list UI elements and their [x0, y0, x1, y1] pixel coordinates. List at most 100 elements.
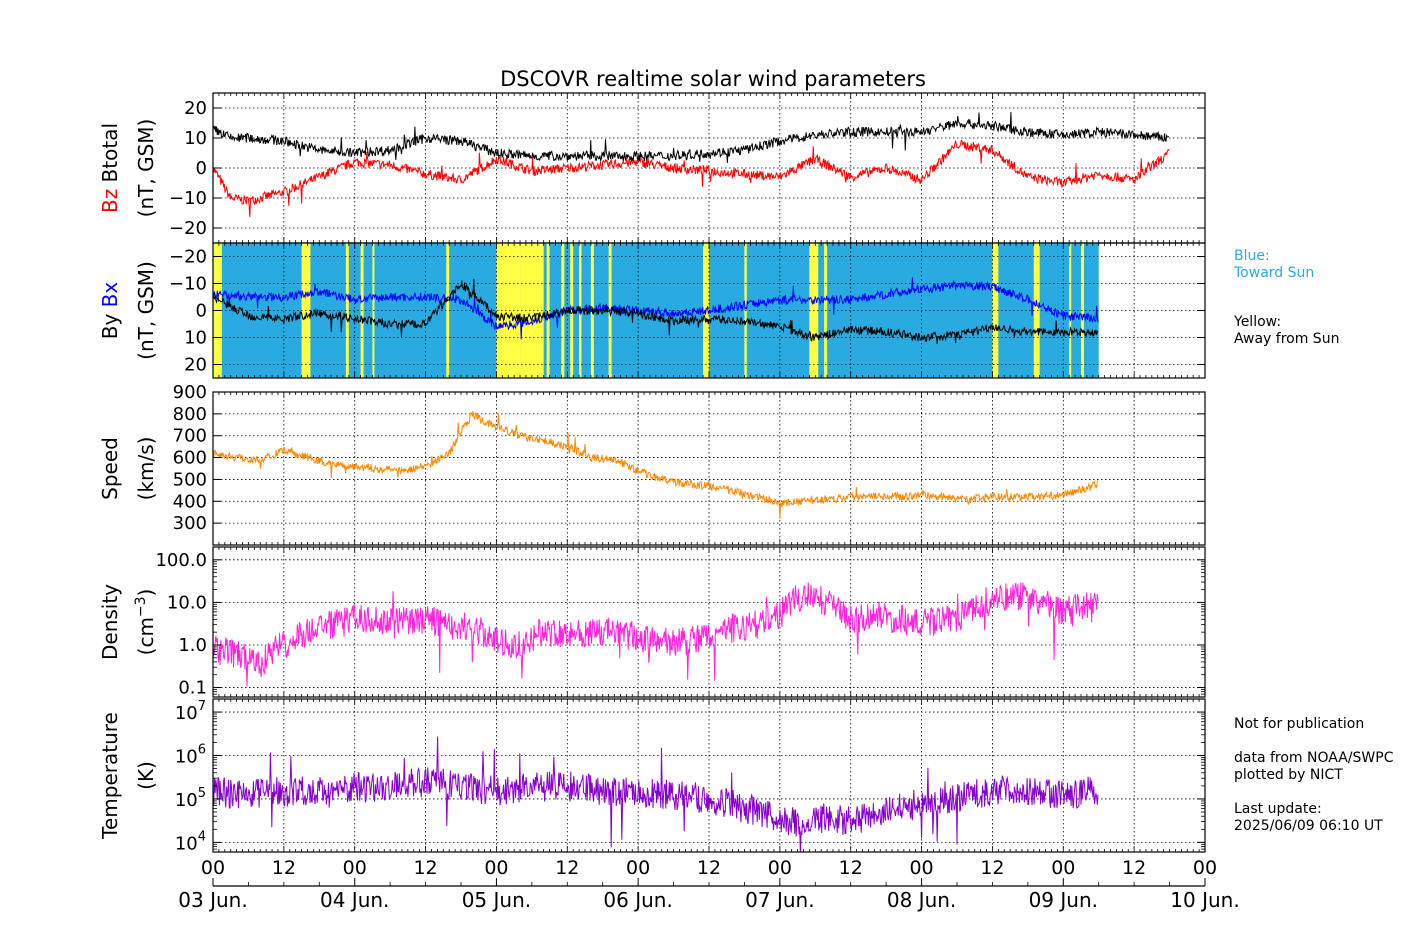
- x-tick-marks: [212, 547, 1206, 697]
- y-tick-label: 300: [173, 513, 207, 534]
- away-from-sun-band: [570, 243, 574, 378]
- y-tick-label: 400: [173, 491, 207, 512]
- x-date-label: 04 Jun.: [320, 888, 389, 912]
- y-tick-label: 20: [184, 98, 207, 119]
- panel-density: 0.1 1.0 10.0 100.0 Density (cm−3): [98, 546, 1206, 699]
- series-line-btotal: [213, 111, 1170, 163]
- y-axis: 0.1 1.0 10.0 100.0: [155, 550, 1205, 699]
- y-tick-label: −10: [169, 188, 207, 209]
- y-axis: 20 10 0 −10 −20: [169, 247, 1205, 376]
- panel-magnetic-field-total: −20 −10 0 10 20 Bz Btotal (nT, GSM): [98, 92, 1206, 244]
- y-axis-label: Bz Btotal: [98, 123, 122, 213]
- y-tick-label: −20: [169, 218, 207, 239]
- toward-sun-legend: Blue: Toward Sun: [1234, 248, 1314, 282]
- series-line-bz: [213, 139, 1170, 217]
- toward-sun-legend-line1: Blue:: [1234, 248, 1270, 264]
- x-hour-label: 00: [201, 857, 225, 879]
- x-hour-label: 00: [626, 857, 650, 879]
- away-from-sun-legend-line1: Yellow:: [1234, 314, 1282, 330]
- y-axis-label-part: Btotal: [98, 123, 122, 189]
- grid-lines: [213, 93, 1205, 243]
- series-line-bx: [213, 277, 1099, 340]
- x-hour-label: 12: [980, 857, 1004, 879]
- y-tick-label: 500: [173, 469, 207, 490]
- y-axis-label: Temperature: [98, 712, 122, 840]
- panel-temperature: 104 105 106 107 Temperature (K): [98, 698, 1206, 854]
- away-from-sun-legend-line2: Away from Sun: [1234, 331, 1340, 347]
- x-hour-label: 12: [413, 857, 437, 879]
- series-line-speed: [213, 411, 1099, 520]
- y-tick-label: 0: [196, 158, 207, 179]
- y-tick-label: 1.0: [178, 635, 207, 656]
- toward-sun-legend-line2: Toward Sun: [1234, 265, 1315, 281]
- update-time: 2025/06/09 06:10 UT: [1234, 818, 1383, 834]
- y-tick-label: 700: [173, 426, 207, 447]
- y-axis-label-part: Bz: [98, 189, 122, 213]
- away-from-sun-band: [992, 243, 999, 378]
- series-line-density: [213, 582, 1099, 687]
- x-date-label: 09 Jun.: [1029, 888, 1098, 912]
- away-from-sun-band: [520, 243, 544, 378]
- x-hour-label: 00: [343, 857, 367, 879]
- update-label: Last update:: [1234, 801, 1322, 817]
- y-axis-unit: (km/s): [134, 437, 158, 501]
- x-hour-label: 12: [697, 857, 721, 879]
- x-date-label: 10 Jun.: [1170, 888, 1239, 912]
- away-from-sun-band: [345, 243, 349, 378]
- y-tick-label: 600: [173, 448, 207, 469]
- panel-magnetic-field-components: 20 10 0 −10 −20 By Bx (nT, GSM): [98, 242, 1206, 379]
- y-tick-label: −20: [169, 247, 207, 268]
- y-tick-label: 10.0: [167, 592, 207, 613]
- y-tick-label: 105: [175, 786, 206, 811]
- y-axis-label: Density: [98, 584, 122, 660]
- y-axis-label: Speed: [98, 437, 122, 500]
- x-hour-label: 00: [484, 857, 508, 879]
- x-tick-marks: [212, 243, 1206, 378]
- y-axis-unit: (nT, GSM): [134, 261, 158, 360]
- x-hour-label: 00: [768, 857, 792, 879]
- x-tick-marks: [212, 699, 1206, 852]
- x-axis: 00 12 00 12 00 12 00 12 00 12 00 12 00 12 00 03 Jun. 04 …: [178, 857, 1239, 912]
- x-date-label: 07 Jun.: [745, 888, 814, 912]
- y-axis-unit: (nT, GSM): [134, 119, 158, 218]
- away-from-sun-band: [546, 243, 550, 378]
- y-tick-label: 0: [196, 301, 207, 322]
- x-hour-label: 12: [839, 857, 863, 879]
- x-hour-label: 12: [272, 857, 296, 879]
- x-tick-marks: [212, 392, 1206, 545]
- grid-lines: [213, 392, 1205, 545]
- x-hour-label: 00: [1051, 857, 1075, 879]
- y-axis-unit: (K): [134, 761, 158, 790]
- y-axis-label: By Bx: [98, 282, 122, 340]
- series-line-by: [213, 278, 1099, 345]
- y-axis: 104 105 106 107: [175, 699, 1205, 854]
- y-axis-label-part: Bx: [98, 282, 122, 314]
- away-from-sun-band: [446, 243, 450, 378]
- series-line-temperature: [213, 736, 1099, 852]
- x-hour-label: 12: [555, 857, 579, 879]
- y-tick-label: 10: [184, 328, 207, 349]
- y-tick-label: −10: [169, 274, 207, 295]
- publication-note: Not for publication: [1234, 716, 1365, 732]
- x-date-label: 08 Jun.: [887, 888, 956, 912]
- y-axis: −20 −10 0 10 20: [169, 98, 1205, 239]
- y-tick-label: 107: [175, 699, 206, 724]
- y-tick-label: 104: [175, 829, 206, 854]
- source-note: data from NOAA/SWPC: [1234, 750, 1394, 766]
- y-axis-unit: (cm−3): [133, 589, 158, 656]
- y-tick-label: 10: [184, 128, 207, 149]
- y-axis-label-part: By: [98, 314, 122, 340]
- x-date-label: 03 Jun.: [178, 888, 247, 912]
- footer-notes: Not for publication data from NOAA/SWPC …: [1234, 716, 1393, 835]
- y-tick-label: 106: [175, 743, 206, 768]
- y-tick-label: 0.1: [178, 678, 207, 699]
- y-tick-label: 20: [184, 355, 207, 376]
- x-hour-label: 00: [909, 857, 933, 879]
- grid-lines: [213, 699, 1205, 852]
- plotted-by-note: plotted by NICT: [1234, 767, 1343, 783]
- grid-lines: [213, 243, 1205, 378]
- away-from-sun-legend: Yellow: Away from Sun: [1234, 314, 1339, 348]
